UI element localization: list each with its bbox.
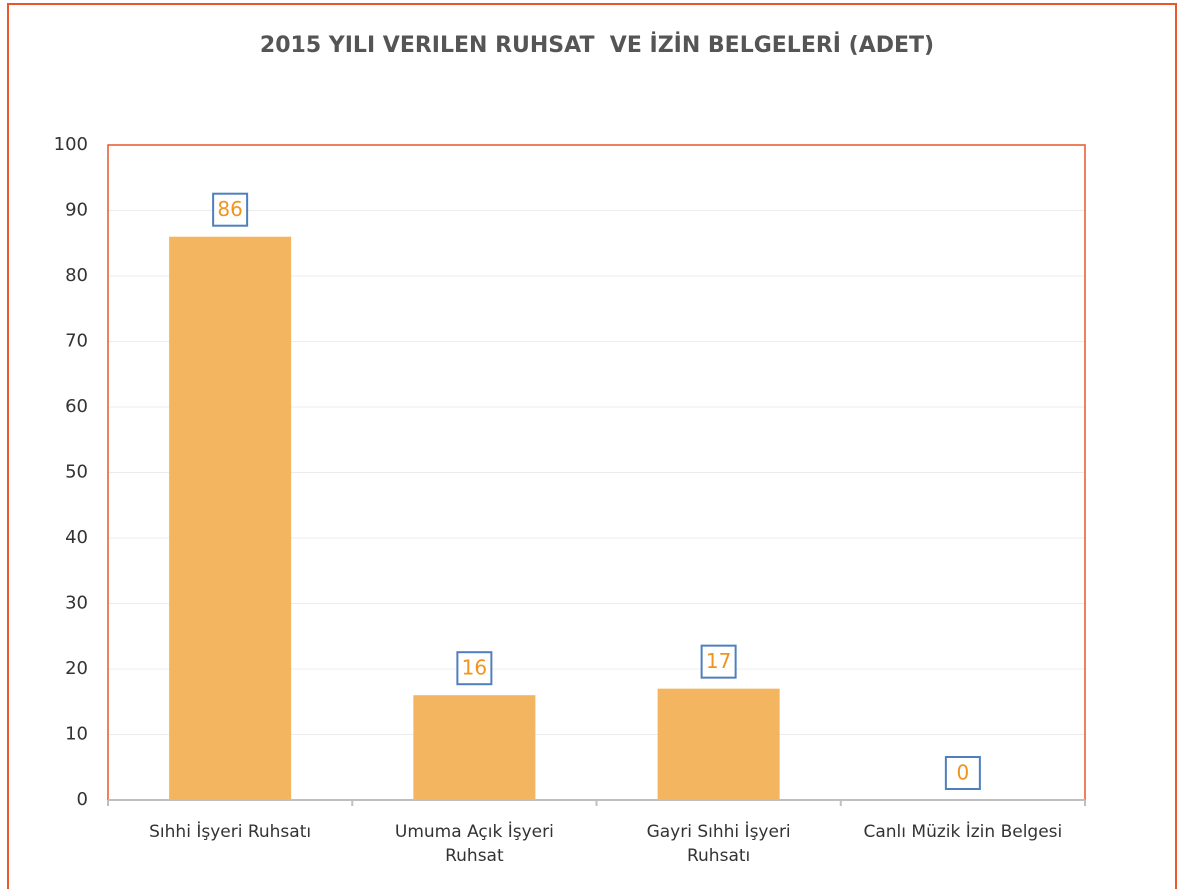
y-tick-label: 80 [65,265,88,286]
data-label: 17 [706,649,731,673]
data-label: 16 [462,656,487,680]
x-tick-label: Gayri Sıhhi İşyeri Ruhsatı [646,822,791,866]
data-label-box [212,192,249,227]
x-tick-label: Sıhhi İşyeri Ruhsatı [149,822,312,842]
bar [657,688,780,800]
y-tick-label: 0 [77,789,88,810]
data-label: 0 [957,761,970,785]
y-tick-label: 20 [65,658,88,679]
y-tick-label: 60 [65,396,88,417]
y-tick-label: 30 [65,593,88,614]
chart-frame [7,3,1177,889]
x-tick-label: Umuma Açık İşyeri Ruhsat [394,822,554,866]
data-label-box [456,651,493,686]
x-tick-label: Canlı Müzik İzin Belgesi [863,822,1063,842]
y-tick-label: 100 [54,134,88,155]
y-tick-label: 50 [65,462,88,483]
bar [169,236,292,800]
bar [413,695,536,800]
y-tick-label: 90 [65,200,88,221]
data-label-box [700,644,737,679]
data-label-box [944,756,981,790]
y-tick-label: 40 [65,527,88,548]
chart-title: 2015 YILI VERILEN RUHSAT VE İZİN BELGELE… [260,32,934,58]
data-label: 86 [217,197,242,221]
y-tick-label: 70 [65,331,88,352]
y-tick-label: 10 [65,724,88,745]
